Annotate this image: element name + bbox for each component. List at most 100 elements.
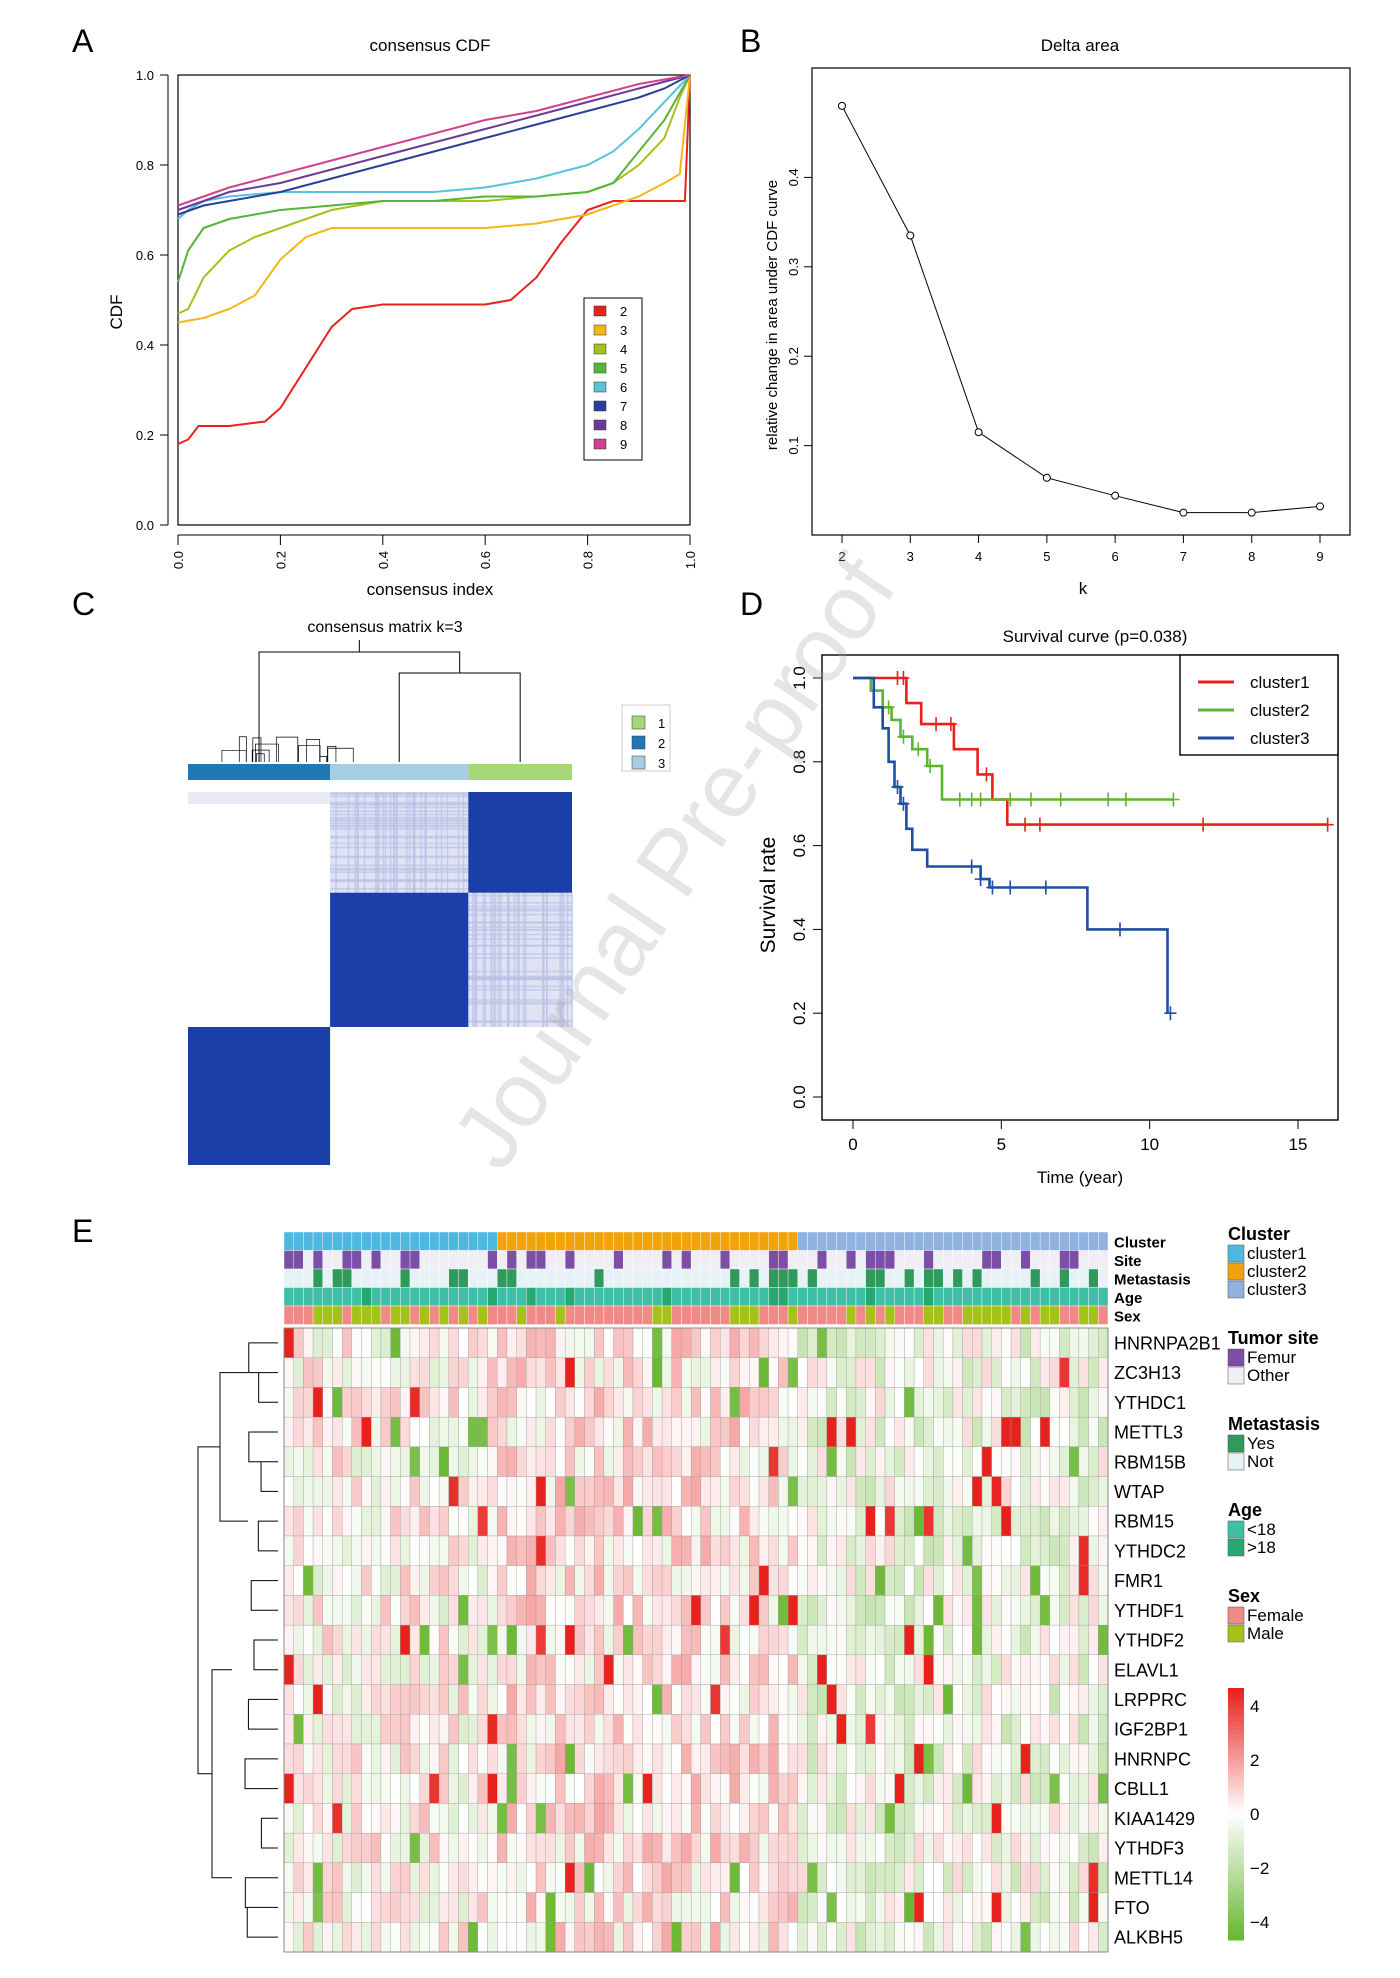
- panel-c-offdiag-texture: [518, 892, 520, 1027]
- panel-d-censor-mark-cluster2: [1004, 792, 1017, 807]
- panel-e-legend-label: Male: [1247, 1624, 1284, 1643]
- panel-e-heatmap-cell: [613, 1476, 624, 1507]
- panel-e-annotation-cell: [458, 1250, 469, 1270]
- panel-e-heatmap-cell: [894, 1684, 905, 1715]
- panel-e-heatmap-cell: [778, 1684, 789, 1715]
- panel-e-annotation-cell: [584, 1231, 595, 1251]
- panel-e-heatmap-cell: [419, 1506, 430, 1537]
- panel-e-heatmap-cell: [1098, 1327, 1109, 1358]
- panel-e-heatmap-cell: [991, 1714, 1002, 1745]
- panel-e-heatmap-cell: [312, 1416, 323, 1448]
- panel-e-heatmap-cell: [952, 1327, 963, 1358]
- panel-e-heatmap-cell: [283, 1624, 294, 1656]
- panel-e-annotation-cell: [700, 1268, 711, 1288]
- panel-e-heatmap-cell: [283, 1387, 294, 1418]
- panel-e-heatmap-cell: [584, 1327, 595, 1358]
- panel-b-xtick-label: 8: [1248, 549, 1255, 564]
- panel-e-heatmap-cell: [380, 1922, 391, 1953]
- panel-e-heatmap-cell: [826, 1743, 837, 1774]
- panel-e-heatmap-cell: [642, 1565, 653, 1596]
- panel-c-offdiag-texture: [435, 792, 438, 893]
- panel-e-heatmap-cell: [797, 1714, 808, 1745]
- panel-a-xtick-label: 0.8: [581, 551, 596, 569]
- panel-e-annotation-cell: [904, 1250, 915, 1270]
- panel-e-annotation-cell: [768, 1268, 779, 1288]
- panel-e-colorbar-step: [1228, 1902, 1244, 1907]
- panel-e-heatmap-cell: [322, 1803, 333, 1834]
- panel-e-heatmap-cell: [283, 1654, 294, 1685]
- panel-e-heatmap-cell: [923, 1654, 934, 1685]
- panel-e-heatmap-cell: [535, 1892, 546, 1923]
- panel-e-heatmap-cell: [690, 1387, 702, 1418]
- panel-e-heatmap-cell: [817, 1476, 828, 1507]
- panel-e-annotation-cell: [729, 1268, 740, 1288]
- panel-a-legend-label: 8: [620, 418, 627, 433]
- panel-e-heatmap-cell: [972, 1714, 983, 1745]
- panel-e-heatmap-cell: [1098, 1654, 1109, 1685]
- panel-e-heatmap-cell: [400, 1773, 411, 1804]
- panel-e-heatmap-cell: [875, 1624, 886, 1656]
- panel-e-annotation-cell: [429, 1250, 440, 1270]
- panel-e-annotation-cell: [778, 1231, 789, 1251]
- panel-e-heatmap-cell: [341, 1446, 353, 1477]
- panel-d-censor-mark-cluster1: [1033, 817, 1046, 832]
- panel-e-heatmap-cell: [535, 1565, 546, 1596]
- panel-e-heatmap-cell: [487, 1714, 498, 1745]
- panel-e-heatmap-cell: [700, 1535, 711, 1566]
- panel-e-heatmap-cell: [632, 1654, 643, 1685]
- panel-e-heatmap-cell: [981, 1922, 992, 1953]
- panel-e-heatmap-cell: [904, 1446, 915, 1477]
- panel-e-heatmap-cell: [448, 1684, 459, 1715]
- panel-e-heatmap-cell: [710, 1565, 721, 1596]
- panel-e-annotation-cell: [1030, 1268, 1041, 1288]
- panel-e-heatmap-cell: [438, 1357, 449, 1388]
- panel-e-heatmap-cell: [623, 1416, 634, 1448]
- panel-e-heatmap-cell: [438, 1387, 449, 1418]
- panel-e-annotation-cell: [419, 1305, 430, 1325]
- panel-e-annotation-cell: [467, 1231, 479, 1251]
- panel-e-heatmap-cell: [1078, 1327, 1089, 1358]
- panel-e-heatmap-cell: [768, 1714, 779, 1745]
- panel-e-annotation-cell: [816, 1305, 828, 1325]
- panel-e-heatmap-cell: [962, 1387, 973, 1418]
- panel-e-colorbar-tick-label: 0: [1250, 1805, 1259, 1824]
- panel-e-heatmap-cell: [652, 1387, 663, 1418]
- panel-e-annotation-cell: [720, 1305, 731, 1325]
- panel-e-annotation-cell: [681, 1287, 692, 1307]
- panel-c-offdiag-texture: [330, 793, 469, 795]
- panel-e-heatmap-cell: [729, 1922, 740, 1953]
- panel-e-heatmap-cell: [574, 1803, 585, 1834]
- panel-e-heatmap-cell: [293, 1862, 304, 1893]
- panel-e-heatmap-cell: [516, 1446, 527, 1477]
- panel-e-heatmap-cell: [778, 1743, 789, 1774]
- panel-e-annotation-cell: [855, 1231, 866, 1251]
- panel-e-heatmap-cell: [322, 1476, 333, 1507]
- panel-e-heatmap-cell: [797, 1476, 808, 1507]
- panel-e-heatmap-cell: [787, 1387, 798, 1418]
- panel-e-heatmap-cell: [613, 1862, 624, 1893]
- panel-c-offdiag-texture: [330, 810, 469, 812]
- panel-e-annotation-cell: [497, 1305, 508, 1325]
- panel-e-heatmap-cell: [623, 1743, 634, 1774]
- panel-e-annotation-cell: [778, 1287, 789, 1307]
- panel-e-annotation-cell: [981, 1268, 992, 1288]
- panel-e-heatmap-cell: [855, 1416, 866, 1448]
- panel-e-heatmap-cell: [584, 1387, 595, 1418]
- panel-e-heatmap-cell: [952, 1684, 963, 1715]
- panel-c-offdiag-texture: [330, 822, 469, 824]
- panel-e-heatmap-cell: [884, 1535, 895, 1566]
- panel-e-annotation-cell: [1088, 1231, 1099, 1251]
- panel-d-censor-mark-cluster1: [1197, 817, 1210, 832]
- panel-e-heatmap-cell: [749, 1416, 760, 1448]
- panel-c-offdiag-texture: [468, 905, 572, 908]
- panel-e-annotation-cell: [943, 1231, 954, 1251]
- panel-e-annotation-cell: [1078, 1268, 1089, 1288]
- panel-e-heatmap-cell: [913, 1595, 924, 1626]
- panel-e-heatmap-cell: [574, 1506, 585, 1537]
- panel-e-annotation-cell: [1001, 1231, 1012, 1251]
- panel-e-heatmap-cell: [1001, 1803, 1012, 1834]
- panel-e-heatmap-cell: [497, 1714, 508, 1745]
- panel-e-heatmap-cell: [729, 1654, 740, 1685]
- panel-e-heatmap-cell: [710, 1803, 721, 1834]
- panel-e-heatmap-cell: [981, 1416, 992, 1448]
